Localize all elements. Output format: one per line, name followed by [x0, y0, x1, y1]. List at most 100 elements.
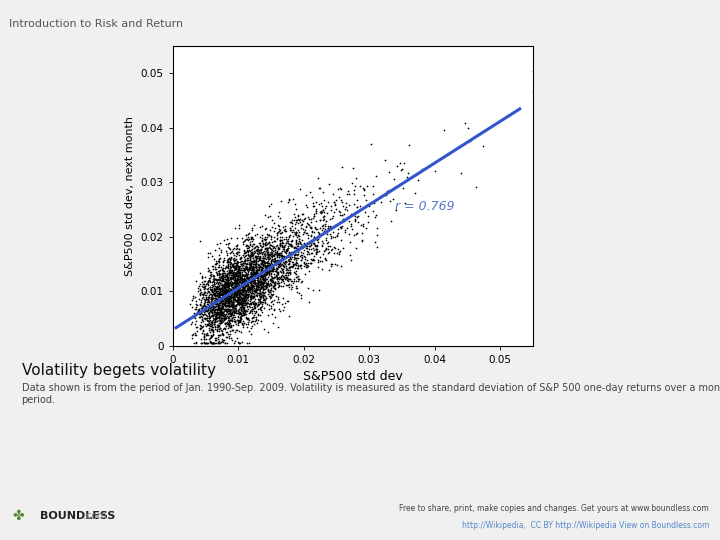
- Point: [187, 329, 199, 338]
- Point: [318, 228, 329, 237]
- Point: [228, 286, 240, 295]
- Point: [197, 303, 208, 312]
- Point: [239, 296, 251, 305]
- Point: [251, 273, 262, 282]
- Point: [248, 244, 260, 253]
- Point: [247, 276, 258, 285]
- Point: [222, 292, 233, 300]
- Point: [202, 306, 214, 315]
- Point: [225, 298, 237, 306]
- Point: [206, 316, 217, 325]
- Point: [290, 237, 302, 246]
- Point: [324, 223, 336, 232]
- Point: [243, 299, 255, 308]
- Point: [237, 279, 248, 288]
- Point: [230, 293, 241, 302]
- Point: [318, 187, 329, 196]
- Point: [221, 298, 233, 306]
- Point: [242, 291, 253, 299]
- Point: [222, 282, 233, 291]
- Point: [230, 279, 241, 288]
- Point: [264, 258, 275, 267]
- Point: [244, 278, 256, 287]
- Point: [237, 307, 248, 315]
- Point: [297, 277, 308, 286]
- Point: [280, 247, 292, 255]
- Point: [203, 316, 215, 325]
- Point: [227, 285, 238, 294]
- Point: [242, 288, 253, 296]
- Point: [217, 275, 228, 284]
- Point: [207, 312, 219, 321]
- Point: [290, 269, 302, 278]
- Point: [234, 302, 246, 311]
- Point: [225, 308, 236, 317]
- Point: [316, 242, 328, 251]
- Point: [269, 251, 280, 259]
- Point: [234, 284, 246, 292]
- Point: [392, 161, 403, 170]
- Point: [232, 293, 243, 302]
- Point: [236, 257, 248, 266]
- Point: [271, 264, 283, 273]
- Point: [223, 320, 235, 329]
- Point: [227, 314, 238, 323]
- Point: [289, 254, 301, 262]
- Point: [283, 254, 294, 263]
- Point: [223, 306, 235, 315]
- Point: [236, 285, 248, 294]
- Point: [265, 258, 276, 266]
- Point: [284, 265, 296, 274]
- Point: [271, 246, 283, 255]
- Point: [223, 288, 235, 297]
- Point: [337, 244, 348, 252]
- Point: [233, 285, 245, 293]
- Point: [207, 293, 218, 302]
- Point: [220, 284, 231, 293]
- Point: [251, 308, 262, 316]
- Point: [232, 244, 243, 253]
- Point: [243, 276, 254, 285]
- Point: [233, 296, 244, 305]
- Point: [221, 276, 233, 285]
- Point: [248, 220, 260, 229]
- Point: [215, 309, 227, 318]
- Point: [253, 255, 265, 264]
- Point: [253, 254, 265, 263]
- Point: [206, 339, 217, 347]
- Point: [368, 198, 379, 207]
- Point: [212, 290, 223, 299]
- Point: [277, 252, 289, 260]
- Point: [212, 306, 224, 314]
- Point: [268, 267, 279, 275]
- Point: [243, 255, 254, 264]
- Point: [277, 281, 289, 290]
- Point: [250, 252, 261, 260]
- Point: [206, 332, 217, 341]
- Point: [249, 280, 261, 288]
- Point: [351, 203, 363, 212]
- Point: [210, 259, 222, 267]
- Point: [273, 227, 284, 235]
- Point: [215, 307, 226, 316]
- Point: [208, 308, 220, 316]
- Point: [291, 264, 302, 273]
- Point: [194, 310, 206, 319]
- Point: [208, 283, 220, 292]
- Point: [323, 266, 335, 275]
- Point: [264, 249, 276, 258]
- Point: [217, 338, 229, 347]
- Point: [230, 274, 242, 283]
- Point: [224, 287, 235, 295]
- Point: [266, 275, 278, 284]
- Point: [252, 295, 264, 303]
- Point: [225, 267, 236, 276]
- Point: [211, 284, 222, 292]
- Point: [274, 242, 286, 251]
- Point: [231, 291, 243, 299]
- Point: [208, 286, 220, 295]
- Point: [222, 319, 233, 328]
- Point: [239, 296, 251, 305]
- Point: [283, 312, 294, 321]
- Point: [242, 230, 253, 239]
